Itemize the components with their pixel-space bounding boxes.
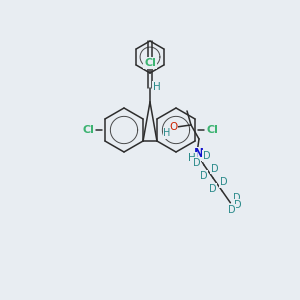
Text: D: D — [232, 193, 240, 203]
Text: D: D — [209, 184, 217, 194]
Text: N: N — [194, 147, 204, 161]
Text: Cl: Cl — [82, 125, 94, 135]
Text: D: D — [234, 200, 241, 210]
Text: D: D — [228, 205, 235, 215]
Text: D: D — [211, 164, 218, 174]
Text: D: D — [200, 171, 207, 181]
Text: Cl: Cl — [144, 58, 156, 68]
Text: O: O — [169, 122, 177, 132]
Text: H: H — [188, 153, 196, 163]
Text: H: H — [163, 128, 171, 138]
Text: H: H — [153, 82, 161, 92]
Text: Cl: Cl — [206, 125, 218, 135]
Text: D: D — [193, 158, 200, 168]
Text: D: D — [220, 177, 228, 187]
Text: D: D — [203, 151, 210, 161]
